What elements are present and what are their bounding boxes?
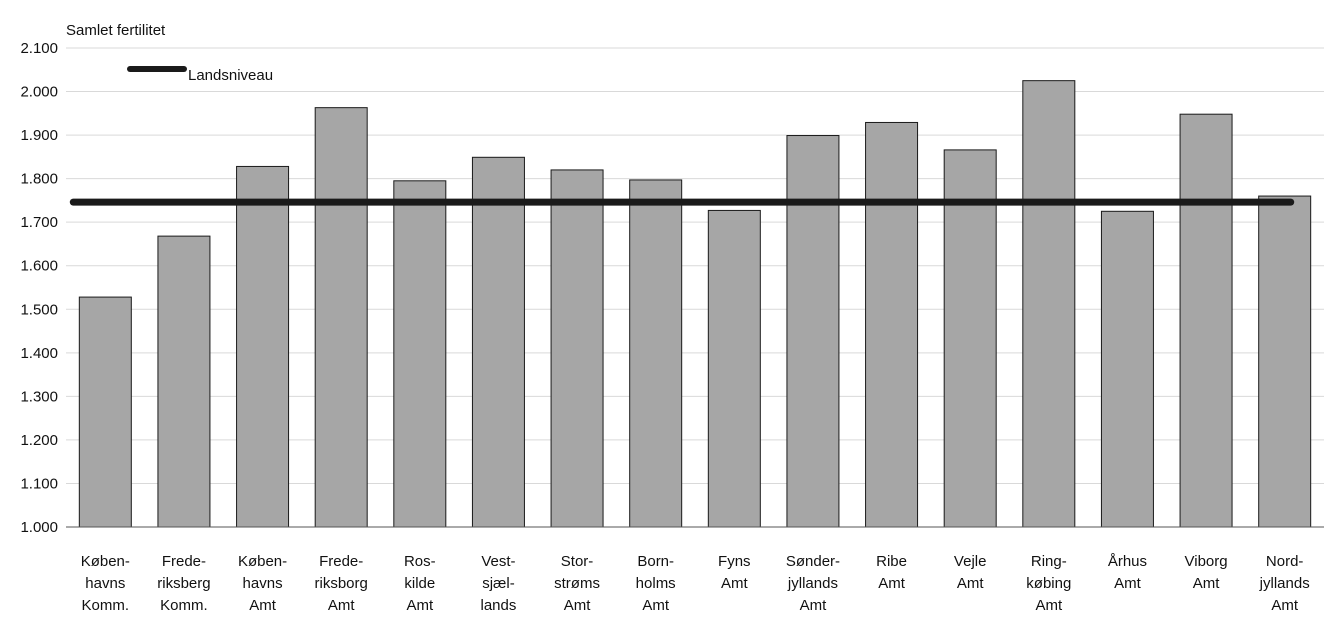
x-category-label: Fyns Amt: [718, 553, 751, 592]
y-tick-label: 1.500: [20, 301, 58, 318]
x-category-label-line: Fyns: [718, 553, 751, 570]
bar: [707, 209, 761, 528]
bar: [1022, 80, 1076, 528]
bar: [393, 180, 447, 528]
x-category-label-line: Amt: [721, 575, 749, 592]
x-category-label-line: sjæl-: [482, 575, 515, 592]
x-category-label-line: holms: [636, 575, 676, 592]
x-category-label-line: Nord-: [1266, 553, 1304, 570]
x-category-label-line: havns: [85, 575, 125, 592]
x-category-label: Vejle Amt: [954, 553, 987, 592]
x-category-label-line: Amt: [800, 597, 828, 614]
x-category-label-line: Stor-: [561, 553, 594, 570]
x-category-label-line: Amt: [564, 597, 592, 614]
bar: [629, 179, 683, 528]
bar: [314, 107, 368, 528]
x-category-label-line: riksborg: [315, 575, 368, 592]
y-axis-ticks: 1.000 1.100 1.200 1.300 1.400 1.500 1.600 1.700…: [20, 40, 58, 536]
x-category-label: Ribe Amt: [876, 553, 907, 592]
bar: [865, 121, 919, 528]
x-category-label-line: Køben-: [238, 553, 287, 570]
x-category-label: Viborg Amt: [1185, 553, 1228, 592]
x-category-label-line: Komm.: [160, 597, 208, 614]
x-category-label-line: Amt: [1271, 597, 1299, 614]
y-tick-label: 1.300: [20, 388, 58, 405]
x-category-label-line: Amt: [249, 597, 277, 614]
y-tick-label: 1.200: [20, 432, 58, 449]
y-tick-label: 2.100: [20, 40, 58, 57]
bar: [943, 149, 997, 528]
x-category-label-line: Sønder-: [786, 553, 840, 570]
y-tick-label: 1.700: [20, 214, 58, 231]
bars: [78, 80, 1312, 528]
x-category-label-line: Vejle: [954, 553, 987, 570]
x-category-label-line: Amt: [957, 575, 985, 592]
x-category-label-line: Ring-: [1031, 553, 1067, 570]
x-category-label: Stor-strøms Amt: [554, 553, 600, 614]
bar: [78, 296, 132, 528]
legend: Landsniveau: [127, 66, 273, 84]
x-category-label: Frede-riksborg Amt: [315, 553, 368, 614]
x-category-label: Århus Amt: [1108, 553, 1147, 592]
x-category-label-line: Born-: [637, 553, 674, 570]
bar: [550, 169, 604, 528]
bar: [157, 235, 211, 528]
x-category-label-line: jyllands: [1259, 575, 1310, 592]
x-category-label: Vest-sjæl-lands: [481, 553, 517, 614]
x-category-label-line: Amt: [406, 597, 434, 614]
x-category-label-line: Ros-: [404, 553, 436, 570]
x-category-label-line: Amt: [642, 597, 670, 614]
x-category-label: Køben-havns Komm.: [81, 553, 130, 614]
bar: [1179, 113, 1233, 528]
x-category-label: Frede-riksberg Komm.: [157, 553, 210, 614]
x-category-label-line: havns: [243, 575, 283, 592]
x-category-label: Ros-kilde Amt: [404, 553, 436, 614]
bar: [1258, 195, 1312, 528]
x-category-label-line: lands: [481, 597, 517, 614]
x-category-label-line: Køben-: [81, 553, 130, 570]
x-category-label: Nord-jyllands Amt: [1259, 553, 1310, 614]
x-category-label-line: Frede-: [319, 553, 363, 570]
x-category-label-line: jyllands: [787, 575, 838, 592]
y-tick-label: 1.900: [20, 127, 58, 144]
y-axis-label: Samlet fertilitet: [66, 22, 166, 39]
x-category-label-line: købing: [1026, 575, 1071, 592]
y-tick-label: 1.100: [20, 475, 58, 492]
y-tick-label: 1.400: [20, 345, 58, 362]
y-tick-label: 1.600: [20, 258, 58, 275]
x-category-label-line: Amt: [328, 597, 356, 614]
bar: [1100, 210, 1154, 528]
x-category-label-line: kilde: [404, 575, 435, 592]
x-category-label-line: Komm.: [82, 597, 130, 614]
y-tick-label: 1.800: [20, 171, 58, 188]
x-category-label-line: Ribe: [876, 553, 907, 570]
legend-label: Landsniveau: [188, 67, 273, 84]
x-axis-category-labels: Køben-havns Komm.Frede-riksberg Komm.Køben…: [81, 553, 1310, 614]
x-category-label-line: Århus: [1108, 553, 1147, 570]
bar: [471, 156, 525, 528]
y-tick-label: 2.000: [20, 84, 58, 101]
x-category-label-line: Vest-: [481, 553, 515, 570]
x-category-label-line: riksberg: [157, 575, 210, 592]
x-category-label: Ring-købing Amt: [1026, 553, 1071, 614]
x-category-label-line: Frede-: [162, 553, 206, 570]
x-category-label-line: Viborg: [1185, 553, 1228, 570]
bar: [786, 135, 840, 528]
x-category-label-line: Amt: [1193, 575, 1221, 592]
x-category-label: Born-holms Amt: [636, 553, 676, 614]
x-category-label-line: Amt: [878, 575, 906, 592]
bar: [236, 165, 290, 528]
x-category-label-line: Amt: [1114, 575, 1142, 592]
x-category-label-line: Amt: [1035, 597, 1063, 614]
y-tick-label: 1.000: [20, 519, 58, 536]
x-category-label: Køben-havns Amt: [238, 553, 287, 614]
x-category-label-line: strøms: [554, 575, 600, 592]
x-category-label: Sønder-jyllands Amt: [786, 553, 840, 614]
